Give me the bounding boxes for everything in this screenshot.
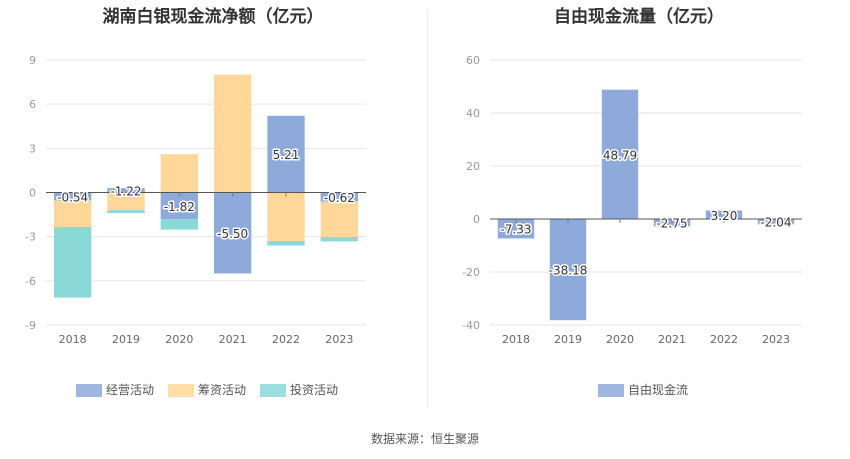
x-tick-label: 2019 [554, 333, 582, 346]
data-label: -0.62 [324, 191, 355, 205]
y-tick-label: 60 [466, 54, 480, 67]
x-tick-label: 2018 [59, 333, 87, 346]
data-label: 5.21 [273, 148, 300, 162]
x-tick-label: 2019 [112, 333, 140, 346]
y-tick-label: 9 [29, 54, 36, 67]
x-tick-label: 2020 [165, 333, 193, 346]
chart-title: 湖南白银现金流净额（亿元） [102, 7, 324, 27]
data-label: -7.33 [500, 223, 531, 237]
bar [320, 201, 358, 237]
cashflow-net-chart: 湖南白银现金流净额（亿元） 9 6 3 0 -3 -6 -9 2018 2019 2020 2021… [0, 0, 426, 410]
x-tick-label: 2022 [710, 333, 738, 346]
bar [267, 115, 305, 193]
y-tick-label: 3 [29, 142, 36, 155]
bar [214, 74, 252, 193]
bar [214, 192, 252, 274]
data-label: -38.18 [549, 264, 588, 278]
data-label: -5.50 [217, 227, 248, 241]
legend-swatch [260, 384, 286, 397]
x-tick-label: 2018 [502, 333, 530, 346]
legend-label: 自由现金流 [628, 382, 688, 397]
x-tick-label: 2023 [325, 333, 353, 346]
bar [54, 226, 92, 298]
legend-swatch [76, 384, 102, 397]
legend-swatch [598, 384, 624, 397]
legend-label: 投资活动 [290, 382, 338, 397]
y-tick-label: 0 [473, 213, 480, 226]
data-label: -1.82 [164, 200, 195, 214]
free-cashflow-chart: 自由现金流量（亿元） 60 40 20 0 -20 -40 2018 2019 2020 2021… [428, 0, 850, 410]
y-tick-label: -9 [25, 319, 36, 332]
bar [54, 200, 92, 227]
y-tick-label: -3 [25, 231, 36, 244]
bar [705, 210, 743, 219]
y-tick-label: 0 [29, 187, 36, 200]
bar [160, 219, 198, 230]
x-tick-label: 2021 [658, 333, 686, 346]
bar [320, 236, 358, 242]
bar [160, 192, 198, 220]
legend-label: 经营活动 [106, 383, 154, 397]
x-tick-label: 2022 [272, 333, 300, 346]
x-tick-label: 2020 [606, 333, 634, 346]
bar [267, 241, 305, 246]
bar [320, 192, 358, 202]
bar [160, 154, 198, 193]
free-cashflow-plot: 60 40 20 0 -20 -40 2018 2019 2020 2021 2022 2023 -7.… [462, 54, 802, 397]
chart-title: 自由现金流量（亿元） [554, 7, 724, 27]
y-tick-label: -20 [462, 266, 480, 279]
y-tick-label: -40 [462, 319, 480, 332]
legend-swatch [168, 384, 194, 397]
data-label: -2.75 [656, 217, 687, 231]
x-tick-label: 2023 [762, 333, 790, 346]
y-tick-label: 20 [466, 160, 480, 173]
data-label: 48.79 [603, 148, 637, 162]
y-tick-label: -6 [25, 275, 36, 288]
data-label: -0.54 [57, 190, 88, 204]
y-tick-label: 6 [29, 98, 36, 111]
panel-divider [427, 10, 428, 408]
bar [107, 188, 145, 193]
cashflow-net-plot: 9 6 3 0 -3 -6 -9 2018 2019 2020 2021 2022 2023 -0.54 -… [25, 54, 366, 397]
data-label: -1.22 [110, 184, 141, 198]
legend-label: 筹资活动 [198, 383, 246, 397]
bar [601, 89, 639, 219]
bar [549, 219, 587, 321]
bar [107, 210, 145, 214]
x-tick-label: 2021 [219, 333, 247, 346]
data-label: 3.20 [711, 209, 738, 223]
bar [497, 219, 535, 239]
y-tick-label: 40 [466, 107, 480, 120]
bar [267, 192, 305, 242]
bar [107, 192, 145, 211]
data-label: -2.04 [760, 216, 791, 230]
data-source-footer: 数据来源：恒生聚源 [370, 432, 479, 446]
